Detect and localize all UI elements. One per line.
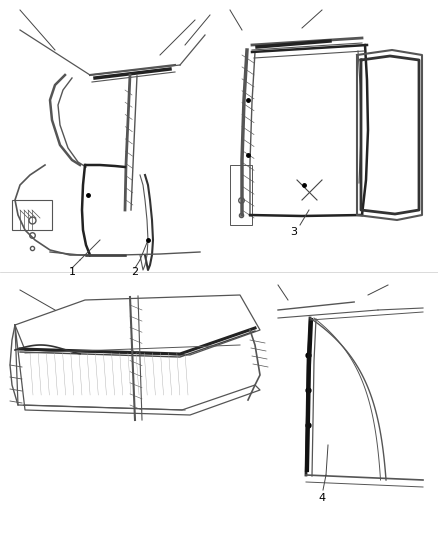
Text: 1: 1 — [68, 267, 75, 277]
Bar — [12, 200, 52, 230]
Bar — [230, 165, 252, 225]
Text: 4: 4 — [318, 493, 325, 503]
Text: 3: 3 — [290, 227, 297, 237]
Text: 2: 2 — [131, 267, 138, 277]
